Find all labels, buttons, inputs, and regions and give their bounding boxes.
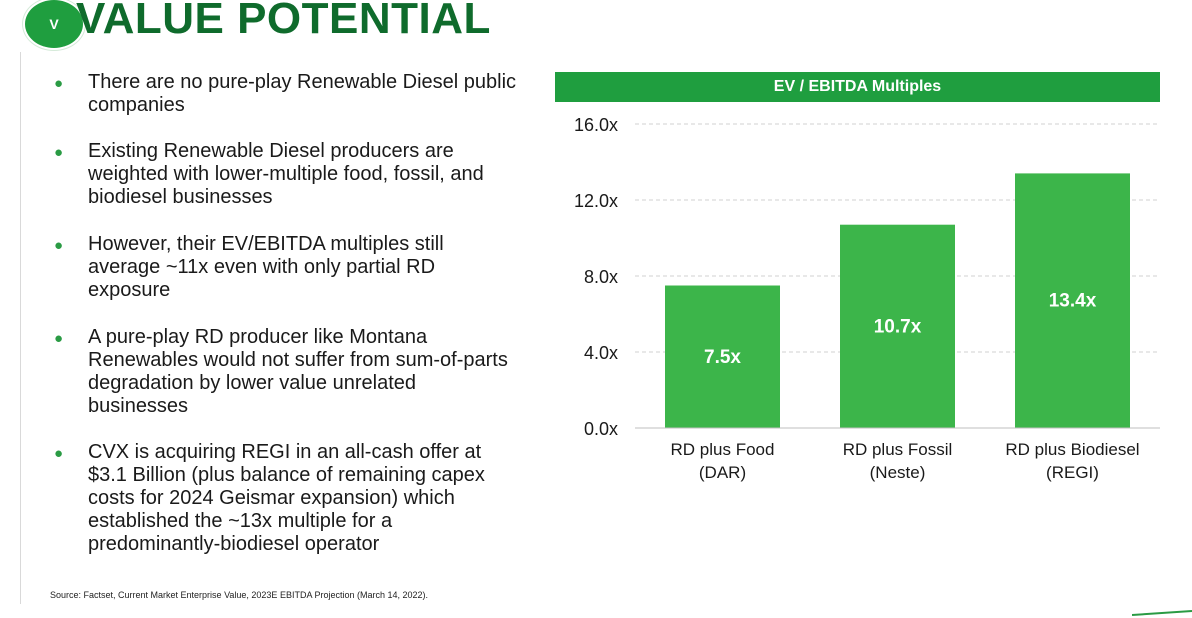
left-rule — [20, 52, 21, 604]
bullet-text: Existing Renewable Diesel producers are … — [88, 140, 484, 208]
bullet-text: A pure-play RD producer like Montana Ren… — [88, 326, 508, 417]
section-badge-letter: V — [49, 16, 59, 32]
bullet-text: There are no pure-play Renewable Diesel … — [88, 71, 517, 116]
bullet-text: CVX is acquiring REGI in an all-cash off… — [88, 441, 485, 555]
section-badge: V — [25, 0, 83, 48]
x-category-label: RD plus Food — [671, 440, 775, 459]
bar-value-label: 7.5x — [704, 347, 741, 368]
x-category-label: (Neste) — [870, 463, 926, 482]
x-category-label: RD plus Biodiesel — [1005, 440, 1139, 459]
bullet-item: ● A pure-play RD producer like Montana R… — [50, 326, 520, 418]
bullet-item: ● There are no pure-play Renewable Diese… — [50, 71, 520, 117]
ev-ebitda-bar-chart: 0.0x 4.0x 8.0x 12.0x 16.0x 7.5x RD plus Food (D… — [574, 115, 1160, 482]
y-tick-label: 0.0x — [584, 419, 618, 439]
bullet-item: ● CVX is acquiring REGI in an all-cash o… — [50, 441, 520, 556]
bullet-list: ● There are no pure-play Renewable Diese… — [50, 71, 520, 556]
bullet-dot: ● — [54, 144, 64, 161]
x-category-label: (DAR) — [699, 463, 746, 482]
y-tick-label: 16.0x — [574, 115, 618, 135]
source-note: Source: Factset, Current Market Enterpri… — [50, 590, 429, 600]
corner-accent-line — [1132, 610, 1192, 616]
page-title: VALUE POTENTIAL — [76, 0, 491, 43]
y-tick-label: 8.0x — [584, 267, 618, 287]
bar-value-label: 10.7x — [874, 316, 922, 337]
bullet-text: However, their EV/EBITDA multiples still… — [88, 233, 444, 301]
bullet-dot: ● — [54, 237, 64, 254]
x-category-label: (REGI) — [1046, 463, 1099, 482]
bullet-item: ● Existing Renewable Diesel producers ar… — [50, 140, 520, 209]
chart-title-bar: EV / EBITDA Multiples — [555, 72, 1160, 102]
chart-title: EV / EBITDA Multiples — [773, 78, 942, 95]
bar-value-label: 13.4x — [1049, 291, 1097, 312]
bullet-dot: ● — [54, 75, 64, 92]
y-tick-label: 4.0x — [584, 343, 618, 363]
y-tick-label: 12.0x — [574, 191, 618, 211]
bar — [1015, 173, 1130, 428]
bullet-item: ● However, their EV/EBITDA multiples sti… — [50, 233, 520, 302]
x-category-label: RD plus Fossil — [843, 440, 953, 459]
bar — [840, 224, 955, 428]
bullet-dot: ● — [54, 330, 64, 347]
bar — [665, 285, 780, 428]
bullet-dot: ● — [54, 445, 64, 462]
